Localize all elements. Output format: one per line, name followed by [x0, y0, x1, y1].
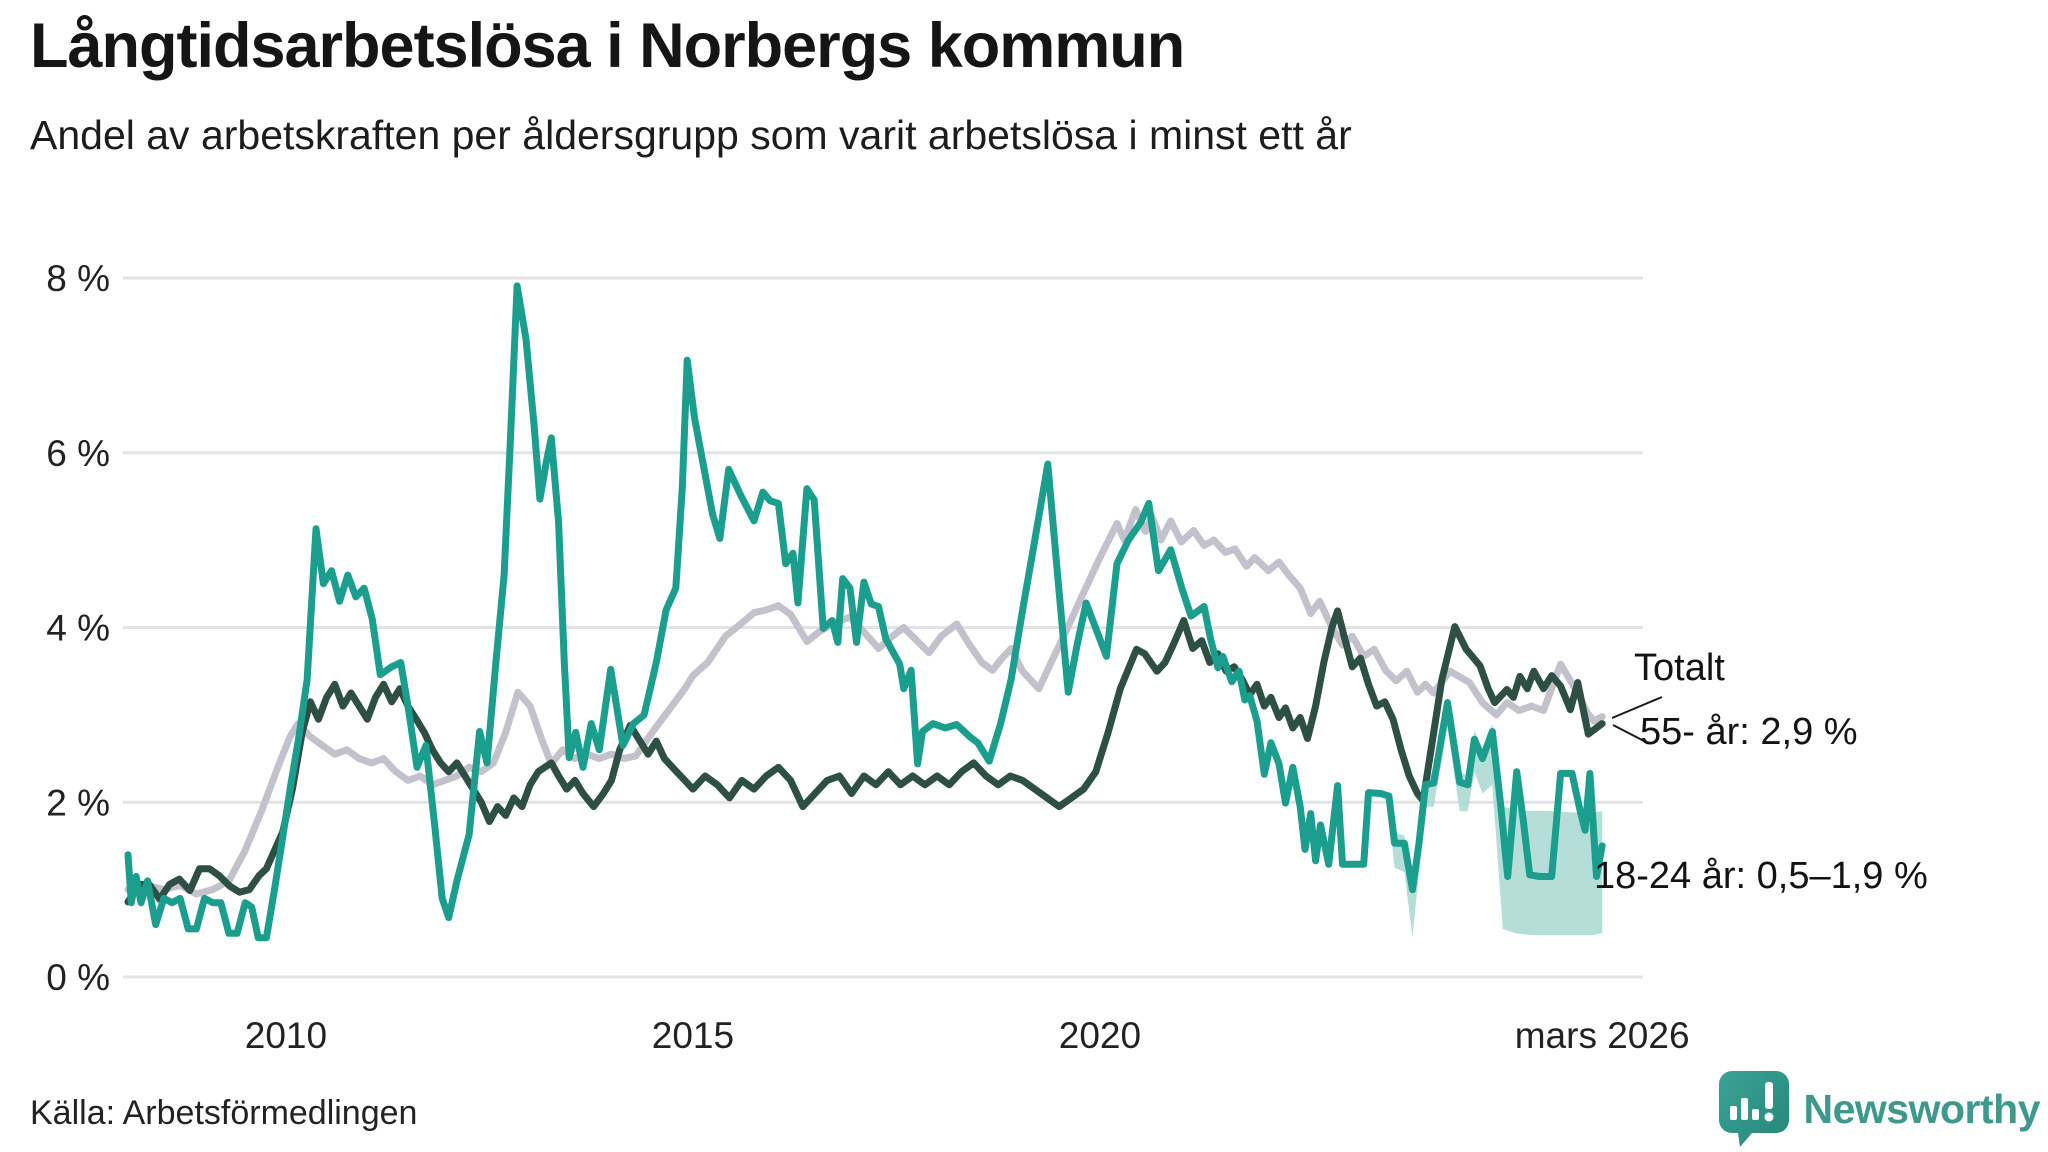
x-tick-label: 2015: [652, 1015, 734, 1056]
logo-bar-1: [1729, 1106, 1737, 1120]
page-subtitle: Andel av arbetskraften per åldersgrupp s…: [30, 112, 1352, 158]
y-tick-label: 0 %: [46, 957, 110, 998]
series-line-18-24-r: [124, 282, 1606, 942]
annotation-label: 55- år: 2,9 %: [1640, 711, 1858, 753]
annotation-label: Totalt: [1634, 647, 1725, 689]
newsworthy-logo: Newsworthy: [1718, 1070, 2041, 1148]
series-line-55-r: [124, 607, 1606, 906]
annotation-leader-line: [1612, 724, 1645, 742]
y-tick-label: 4 %: [46, 608, 110, 649]
y-tick-label: 6 %: [46, 433, 110, 474]
newsworthy-logo-icon: [1718, 1071, 1789, 1147]
logo-exclamation: [1764, 1082, 1773, 1109]
logo-bar-3: [1751, 1109, 1759, 1120]
page-title: Långtidsarbetslösa i Norbergs kommun: [30, 11, 1185, 81]
logo-bar-2: [1740, 1098, 1748, 1120]
x-tick-label: 2020: [1059, 1015, 1141, 1056]
series-line-totalt: [124, 506, 1606, 898]
x-tick-label: 2010: [245, 1015, 327, 1056]
y-tick-label: 8 %: [46, 258, 110, 299]
x-tick-label: mars 2026: [1515, 1015, 1690, 1056]
annotation-label: 18-24 år: 0,5–1,9 %: [1594, 855, 1928, 897]
annotation-leader-line: [1611, 696, 1663, 719]
y-tick-label: 2 %: [46, 782, 110, 823]
newsworthy-wordmark: Newsworthy: [1803, 1085, 2041, 1132]
source-note: Källa: Arbetsförmedlingen: [30, 1094, 418, 1132]
